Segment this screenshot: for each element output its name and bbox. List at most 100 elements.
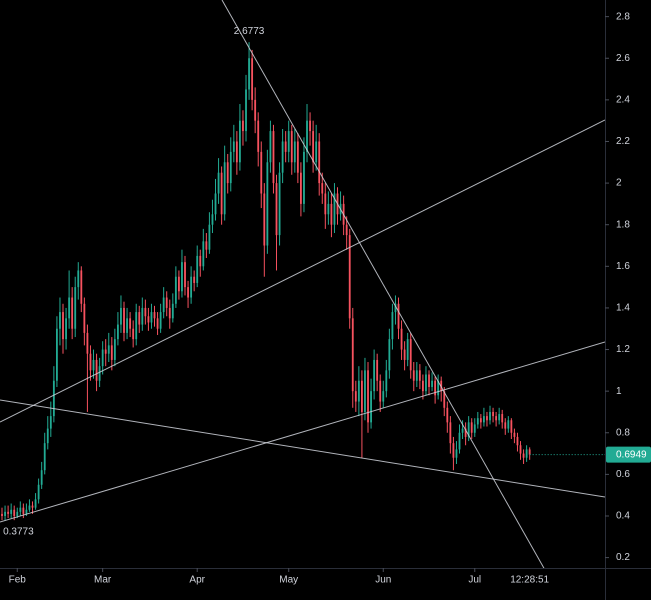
candle-body (293, 141, 296, 163)
y-tick-label: 0.2 (616, 552, 630, 563)
candle-body (1, 513, 3, 516)
candle-body (321, 183, 324, 194)
candle-body (455, 449, 458, 458)
candle-body (95, 359, 98, 381)
candle-body (376, 359, 379, 381)
candle-body (260, 151, 263, 194)
candle-body (498, 414, 501, 421)
candle-body (266, 162, 269, 246)
candle-body (184, 262, 186, 288)
candle-body (306, 120, 308, 152)
candle-body (214, 193, 217, 215)
candle-body (415, 370, 418, 381)
candle-body (382, 391, 385, 402)
trend-line (0, 341, 605, 523)
candle-body (113, 339, 116, 360)
candle-body (37, 484, 40, 500)
candle-body (120, 307, 122, 325)
candle-body (348, 235, 351, 319)
candle-body (232, 141, 235, 152)
candle-body (510, 420, 513, 433)
candle-body (516, 436, 519, 446)
candle-body (28, 505, 31, 510)
trend-line (0, 399, 605, 498)
candle-body (257, 120, 260, 152)
candle-body (171, 303, 174, 319)
trend-line (221, 0, 545, 568)
candle-body (211, 214, 214, 225)
candle-body (458, 432, 461, 450)
candle-body (482, 416, 485, 423)
candle-body (360, 380, 363, 412)
candle-body (83, 303, 86, 333)
candle-body (245, 89, 247, 132)
candle-body (43, 443, 46, 471)
candle-body (452, 443, 455, 458)
candle-body (68, 297, 71, 319)
candle-body (428, 374, 430, 387)
candle-body (89, 353, 92, 371)
y-tick-label: 1.8 (616, 219, 630, 230)
candle-body (7, 511, 10, 514)
candle-body (101, 349, 104, 367)
candle-body (449, 422, 452, 444)
candle-body (226, 162, 229, 184)
candle-body (525, 449, 528, 458)
candle-body (223, 162, 226, 215)
candle-body (470, 422, 473, 433)
y-tick-label: 2 (616, 178, 622, 189)
candle-body (504, 422, 507, 429)
candle-body (388, 339, 391, 371)
candle-body (333, 193, 336, 225)
candle-body (150, 312, 153, 323)
candle-body (116, 324, 119, 340)
y-tick-label: 1.6 (616, 261, 630, 272)
candle-body (62, 312, 64, 340)
candle-body (31, 505, 34, 508)
candle-body (312, 131, 315, 163)
candle-body (434, 380, 437, 396)
candle-body (159, 312, 162, 329)
candle-body (242, 120, 244, 132)
candle-body (351, 318, 354, 392)
candle-body (479, 418, 482, 423)
candle-body (522, 453, 525, 458)
candle-body (123, 307, 125, 333)
candle-body (52, 380, 55, 417)
candle-body (135, 312, 138, 340)
x-tick-label: Jul (468, 575, 481, 586)
candle-body (132, 328, 135, 340)
countdown-label: 12:28:51 (510, 575, 549, 586)
candle-body (71, 297, 74, 329)
candle-body (254, 99, 257, 121)
candle-body (446, 407, 449, 423)
candle-body (55, 328, 58, 381)
candle-body (104, 349, 107, 354)
candle-body (373, 359, 376, 392)
candle-body (394, 303, 397, 313)
candle-body (284, 141, 287, 152)
candle-body (437, 380, 440, 396)
candle-body (486, 416, 488, 421)
x-tick-label: Jun (375, 575, 391, 586)
candle-body (379, 380, 382, 402)
candle-body (418, 370, 421, 381)
candle-body (443, 391, 446, 408)
x-tick-label: May (279, 575, 298, 586)
candle-body (138, 312, 141, 325)
candle-body (248, 58, 250, 90)
candle-body (34, 499, 37, 508)
candle-body (25, 509, 28, 514)
candle-body (65, 318, 67, 340)
candle-body (519, 445, 522, 454)
candle-body (217, 172, 220, 194)
y-tick-label: 1.2 (616, 344, 630, 355)
candle-body (467, 422, 470, 437)
candle-body (110, 345, 113, 360)
candle-body (397, 303, 400, 329)
candle-body (129, 318, 132, 329)
candle-body (513, 432, 516, 437)
high-annotation: 2.6773 (234, 26, 265, 37)
candle-body (287, 131, 290, 152)
candle-body (10, 509, 13, 514)
